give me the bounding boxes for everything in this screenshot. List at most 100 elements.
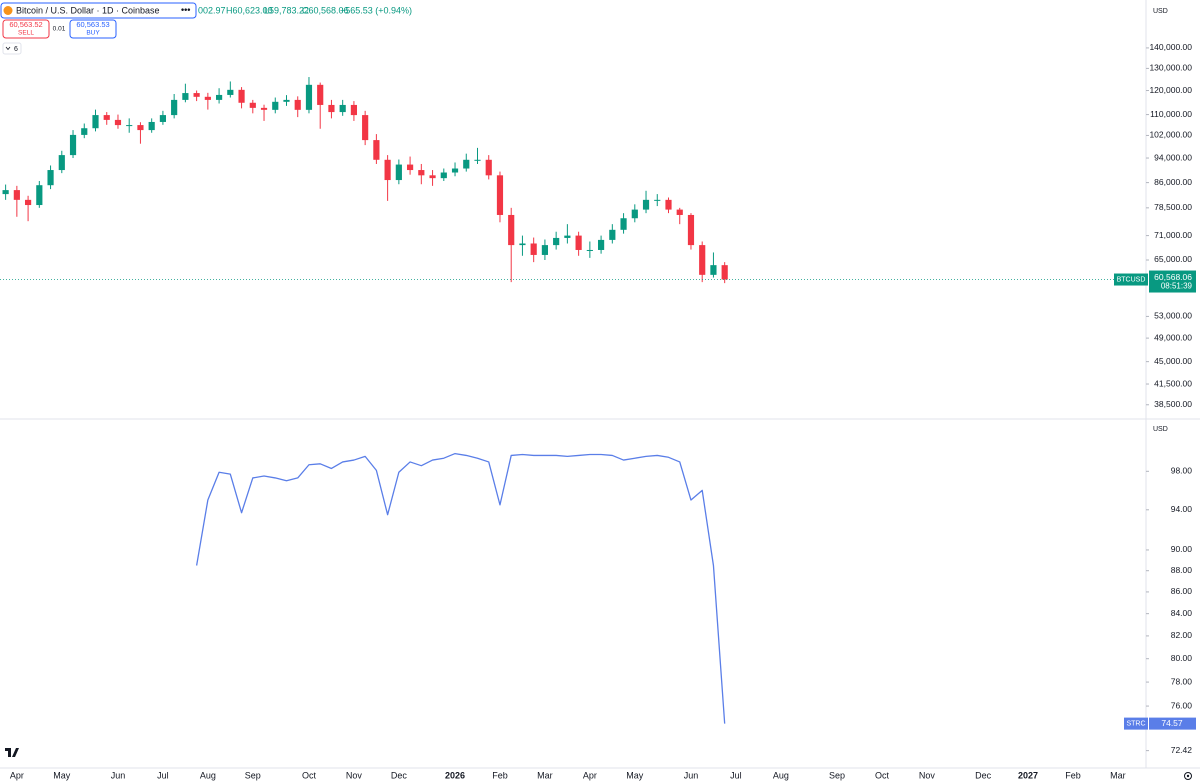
candle-body [609,229,616,240]
candle-body [665,199,672,210]
symbol-title: Bitcoin / U.S. Dollar · 1D · Coinbase [16,5,160,15]
y-tick-label: 82.00 [1171,630,1193,640]
currency-label[interactable]: USD [1153,426,1168,433]
symbol-legend-box[interactable] [0,2,197,19]
tradingview-logo[interactable] [5,748,19,757]
candle-body [272,101,279,110]
x-tick-label: Feb [492,770,508,780]
indicator-toggle[interactable] [2,42,22,55]
buy-label: BUY [86,30,100,37]
y-tick-label: 72.42 [1171,745,1193,755]
x-tick-label: Dec [975,770,992,780]
candle-body [564,235,571,238]
symbol-tag [1124,717,1148,730]
currency-label[interactable]: USD [1153,8,1168,15]
y-tick-label: 78,500.00 [1154,202,1192,212]
y-tick-label: 130,000.00 [1149,63,1192,73]
candle-body [676,209,683,215]
candle-body [227,89,234,95]
symbol-tag [1114,273,1148,286]
candle-body [654,199,661,201]
x-tick-label: Aug [200,770,216,780]
indicator-count: 6 [14,46,18,53]
price-tag [1149,270,1196,293]
y-tick-label: 84.00 [1171,608,1193,618]
x-tick-label: May [626,770,644,780]
sell-button[interactable] [2,19,50,39]
candle-body [103,115,110,120]
candle-body [699,245,706,275]
y-tick-label: 80.00 [1171,653,1193,663]
candle-body [92,115,99,129]
candle-body [24,199,32,206]
x-tick-label: Nov [346,770,363,780]
buy-price: 60,563.53 [76,20,109,29]
x-tick-label: Dec [391,770,408,780]
more-button[interactable]: ••• [181,4,190,14]
candle-body [215,94,223,100]
x-tick-label: Nov [919,770,936,780]
candle-body [586,249,593,251]
candle-body [597,239,605,250]
candle-body [451,168,459,173]
x-tick-label: Sep [245,770,261,780]
x-tick-label: Apr [583,770,597,780]
x-tick-label: Jul [730,770,742,780]
candle-body [339,104,346,113]
bitcoin-icon [3,6,13,15]
candle-body [182,93,189,100]
candle-body [530,243,537,255]
y-tick-label: 140,000.00 [1149,42,1192,52]
candle-body [429,175,436,179]
candle-body [362,115,369,141]
candle-body [294,99,301,110]
candle-body [541,245,549,255]
buy-button[interactable] [69,19,117,39]
candle-body [193,93,200,97]
y-tick-label: 98.00 [1171,466,1193,476]
y-tick-label: 88.00 [1171,565,1193,575]
x-tick-label: Apr [10,770,24,780]
candle-body [384,159,391,181]
x-tick-label: May [53,770,71,780]
x-tick-label: Oct [302,770,317,780]
chevron-icon [5,46,11,51]
x-tick-label: 2027 [1018,770,1038,780]
sell-price: 60,563.52 [9,20,42,29]
x-tick-label: Aug [773,770,789,780]
candle-body [13,190,20,200]
candle-body [36,185,43,206]
candle-body [642,199,650,210]
candle-body [305,84,313,110]
price-tag-label: 60,568.06 [1154,272,1192,282]
y-tick-label: 90.00 [1171,544,1193,554]
x-tick-label: Oct [875,770,890,780]
sell-label: SELL [18,30,34,37]
x-tick-label: Jun [111,770,126,780]
candle-body [2,190,9,195]
candle-body [721,265,728,280]
candle-body [148,121,155,131]
y-tick-label: 86,000.00 [1154,177,1192,187]
y-tick-label: 45,000.00 [1154,356,1192,366]
ohlc-change: +565.53 (+0.94%) [340,5,412,15]
candle-body [204,96,211,100]
candle-body [328,104,335,113]
y-tick-label: 94.00 [1171,504,1193,514]
x-tick-label: 2026 [445,770,465,780]
candle-body [69,134,77,156]
candle-body [58,155,65,171]
series-line [195,452,726,724]
candle-body [710,265,717,275]
price-tag [1149,717,1196,730]
candle-body [317,84,324,105]
x-tick-label: Jun [684,770,699,780]
candle-body [395,164,402,181]
y-tick-label: 76.00 [1171,700,1193,710]
settings-icon[interactable] [1184,772,1192,780]
candle-body [519,243,526,246]
candle-body [171,99,178,116]
candle-body [553,237,560,246]
